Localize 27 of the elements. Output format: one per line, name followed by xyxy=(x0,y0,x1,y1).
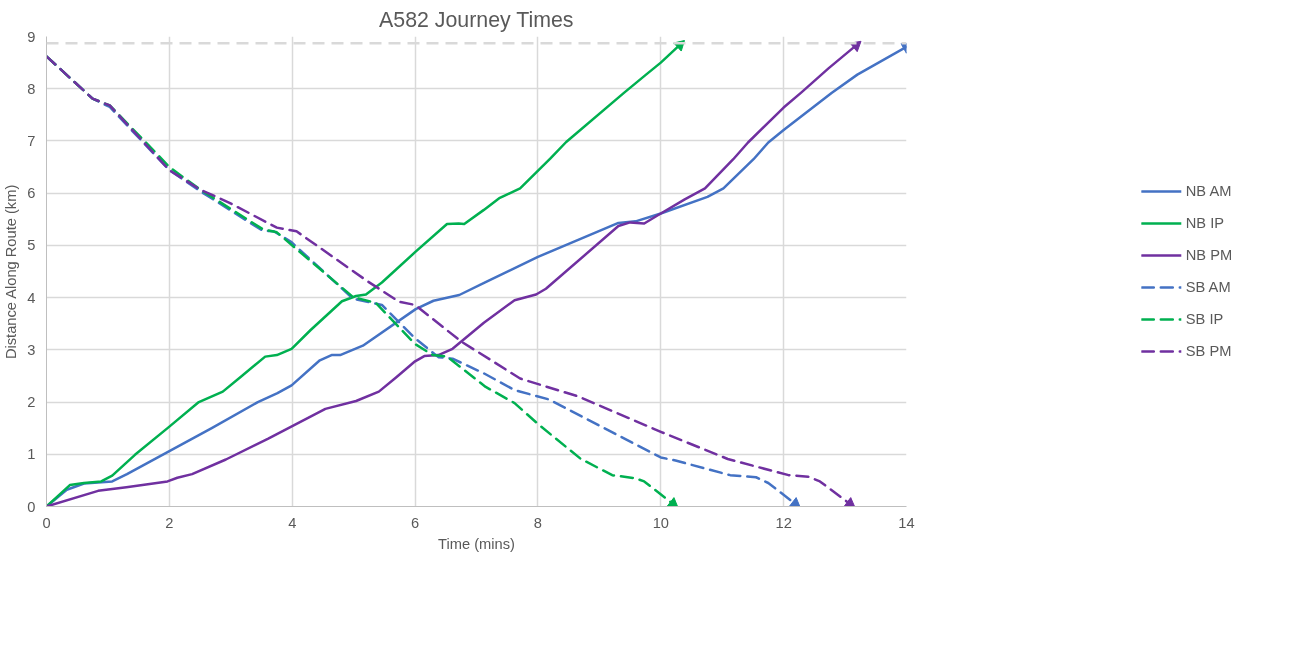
y-tick-label: 8 xyxy=(27,80,36,97)
legend-label: NB PM xyxy=(1185,247,1233,263)
y-tick-label: 4 xyxy=(27,289,36,306)
x-tick-label: 10 xyxy=(652,514,669,531)
legend-label: SB IP xyxy=(1185,311,1224,327)
y-tick-label: 3 xyxy=(27,341,36,358)
y-axis-title: Distance Along Route (km) xyxy=(3,184,20,360)
y-tick-label: 5 xyxy=(27,237,36,254)
x-axis-title: Time (mins) xyxy=(438,535,515,552)
legend-label: NB AM xyxy=(1185,183,1232,199)
x-tick-label: 2 xyxy=(165,514,174,531)
y-tick-label: 2 xyxy=(27,394,36,411)
y-tick-label: 6 xyxy=(27,185,36,202)
x-tick-label: 0 xyxy=(42,514,51,531)
x-tick-label: 12 xyxy=(775,514,792,531)
x-tick-label: 8 xyxy=(533,514,543,531)
legend-label: SB PM xyxy=(1185,343,1232,359)
legend-label: NB IP xyxy=(1185,215,1225,231)
y-tick-label: 7 xyxy=(27,132,36,149)
chart-title: A582 Journey Times xyxy=(379,7,574,32)
x-tick-label: 6 xyxy=(411,514,420,531)
legend-label: SB AM xyxy=(1185,279,1231,295)
x-tick-label: 14 xyxy=(898,514,915,531)
y-tick-label: 1 xyxy=(27,446,36,463)
x-tick-label: 4 xyxy=(288,514,297,531)
y-tick-label: 9 xyxy=(27,28,36,45)
y-tick-label: 0 xyxy=(27,498,36,515)
